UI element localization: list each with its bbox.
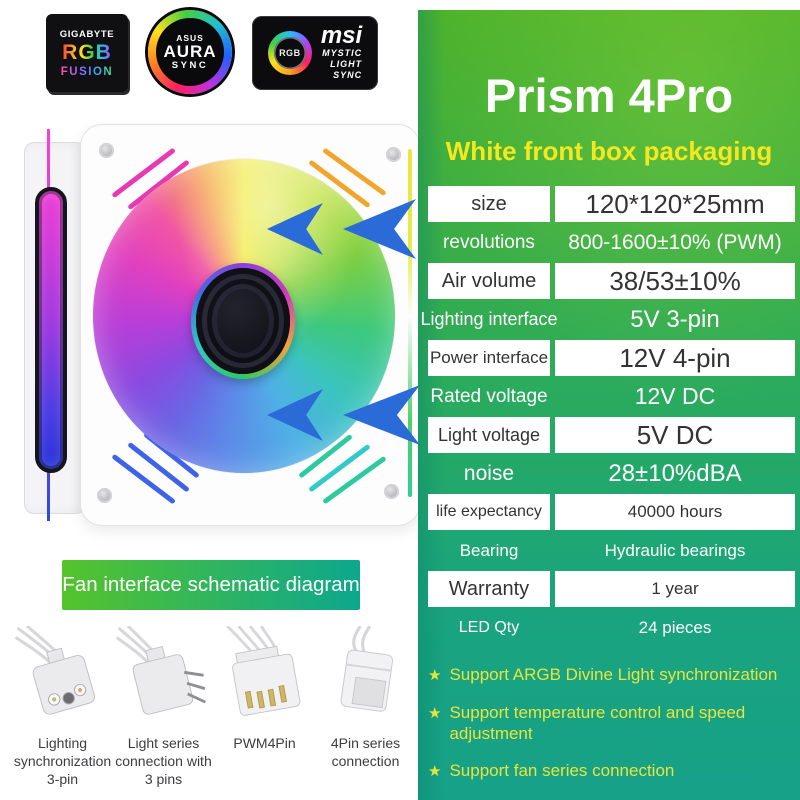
spec-label: Air volume (428, 263, 550, 299)
star-icon: ★ (428, 667, 442, 684)
feature-item: ★ Support fan series connection (428, 760, 793, 782)
spec-value: Hydraulic bearings (604, 540, 746, 560)
spec-row-bearing: Bearing Hydraulic bearings (428, 536, 795, 565)
asus-aura-sync-logo: ASUS AURA SYNC (148, 10, 232, 94)
fan-frame (80, 124, 420, 526)
spec-label: noise (463, 461, 515, 485)
star-icon: ★ (428, 704, 442, 722)
rgb-side-strip (35, 187, 67, 473)
connector-label: PWM4Pin (233, 735, 296, 751)
screw-hole-icon (99, 143, 114, 158)
spec-row-warranty: Warranty 1 year (428, 571, 795, 607)
msi-mystic-light-logo: RGB msi MYSTIC LIGHT SYNC (252, 16, 378, 90)
fan-image (24, 124, 420, 526)
fan-side-panel (24, 129, 86, 521)
spec-panel: Prism 4Pro White front box packaging siz… (418, 10, 800, 800)
spec-label: life expectancy (428, 494, 550, 530)
spec-label: revolutions (443, 231, 535, 253)
spec-value: 28±10%dBA (608, 459, 742, 487)
schematic-banner: Fan interface schematic diagram (62, 560, 360, 610)
spec-row-noise: noise 28±10%dBA (428, 459, 795, 488)
spec-table: size 120*120*25mm revolutions 800-1600±1… (420, 186, 795, 648)
sync-text: SYNC (171, 60, 209, 72)
spec-row-rated-voltage: Rated voltage 12V DC (428, 382, 795, 411)
aura-text: AURA (163, 41, 217, 61)
msi-brand-text: msi (320, 22, 363, 50)
connector-3pin-sync: Lighting synchronization 3-pin (12, 626, 113, 789)
screw-hole-icon (386, 147, 401, 162)
connector-3pin-female-image (14, 626, 95, 715)
rgb-ring-icon: RGB (267, 31, 312, 75)
connector-4pin-series-image (340, 626, 393, 712)
spec-label: Bearing (459, 540, 519, 560)
sync-text: SYNC (333, 69, 363, 80)
connector-diagram: Lighting synchronization 3-pin Light ser… (12, 626, 416, 789)
star-icon: ★ (428, 763, 442, 781)
spec-row-power-interface: Power interface 12V 4-pin (428, 340, 795, 376)
spec-value: 1 year (555, 571, 795, 607)
fan-hub (191, 263, 295, 379)
connector-pwm4pin-image (225, 626, 300, 716)
gigabyte-rgb-fusion-logo: GIGABYTE RGB FUSION (46, 14, 128, 92)
rgb-fusion-text: RGB (62, 40, 112, 64)
spec-value: 800-1600±10% (PWM) (568, 230, 782, 254)
spec-row-light-voltage: Light voltage 5V DC (428, 417, 795, 453)
spec-value: 40000 hours (555, 494, 795, 530)
spec-value: 24 pieces (638, 617, 712, 637)
connector-label: Lighting synchronization 3-pin (13, 735, 112, 788)
feature-text: Support ARGB Divine Light synchronizatio… (449, 665, 778, 684)
feature-item: ★ Support temperature control and speed … (428, 702, 793, 745)
spec-label: Power interface (428, 340, 550, 376)
spec-value: 5V 3-pin (630, 305, 720, 333)
rgb-badge-text: RGB (273, 37, 306, 69)
connector-pwm-4pin: PWM4Pin (214, 626, 315, 789)
connector-3pin-male-image (115, 626, 206, 715)
spec-row-life-expectancy: life expectancy 40000 hours (428, 494, 795, 530)
gigabyte-brand-text: GIGABYTE (59, 28, 115, 40)
spec-row-size: size 120*120*25mm (428, 186, 795, 222)
frame-edge-rgb-light (408, 149, 412, 497)
spec-value: 120*120*25mm (555, 186, 795, 222)
connector-4pin-series: 4Pin series connection (315, 626, 416, 789)
feature-list: ★ Support ARGB Divine Light synchronizat… (428, 664, 793, 798)
fusion-text: FUSION (60, 65, 114, 78)
screw-hole-icon (97, 488, 112, 503)
asus-brand-text: ASUS (176, 32, 204, 43)
spec-label: Light voltage (428, 417, 550, 453)
connector-label: Light series connection with 3 pins (115, 735, 212, 788)
spec-row-air-volume: Air volume 38/53±10% (428, 263, 795, 299)
spec-value: 38/53±10% (555, 263, 795, 299)
spec-value: 5V DC (555, 417, 795, 453)
connector-3pin-series: Light series connection with 3 pins (113, 626, 214, 789)
spec-value: 12V DC (634, 383, 716, 409)
spec-label: Lighting interface (420, 309, 558, 329)
spec-label: LED Qty (458, 618, 520, 636)
spec-label: size (428, 186, 550, 222)
feature-text: Support temperature control and speed ad… (449, 702, 746, 743)
feature-text: Support fan series connection (449, 761, 675, 781)
fan-hub-core (196, 268, 290, 374)
spec-row-revolutions: revolutions 800-1600±10% (PWM) (428, 228, 795, 257)
feature-item: ★ Support ARGB Divine Light synchronizat… (428, 664, 793, 686)
screw-hole-icon (384, 484, 399, 499)
product-title: Prism 4Pro (484, 69, 734, 122)
spec-row-lighting-interface: Lighting interface 5V 3-pin (420, 305, 795, 334)
spec-row-led-qty: LED Qty 24 pieces (428, 613, 795, 642)
spec-label: Warranty (428, 571, 550, 607)
mystic-text: MYSTIC (322, 48, 363, 59)
spec-value: 12V 4-pin (555, 340, 795, 376)
spec-label: Rated voltage (430, 385, 548, 407)
product-subtitle: White front box packaging (445, 136, 773, 166)
connector-label: 4Pin series connection (330, 735, 401, 770)
light-text: LIGHT (330, 59, 363, 69)
